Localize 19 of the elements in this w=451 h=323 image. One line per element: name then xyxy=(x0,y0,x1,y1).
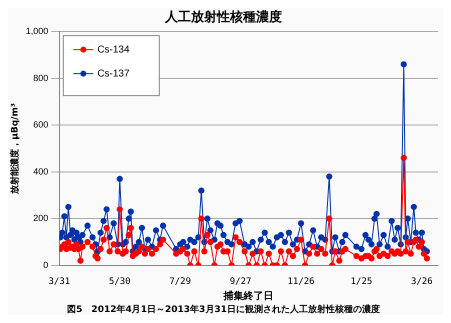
x-tick-label: 1/25 xyxy=(350,277,372,288)
y-axis-title: 放射能濃度，μBq/m³ xyxy=(10,103,21,195)
legend-label: Cs-137 xyxy=(97,68,130,80)
caption: 図5 2012年4月1日～2013年3月31日に観測された人工放射性核種の濃度 xyxy=(67,304,380,315)
y-tick-label: 400 xyxy=(33,166,48,176)
x-tick-label: 9/27 xyxy=(230,277,252,288)
x-tick-label: 11/26 xyxy=(287,277,315,288)
y-tick-label: 800 xyxy=(33,72,48,83)
y-tick-label: 600 xyxy=(33,120,48,130)
y-tick-label: 200 xyxy=(33,213,48,224)
x-tick-label: 3/26 xyxy=(411,277,433,288)
y-tick-label: 1,000 xyxy=(26,26,48,36)
x-tick-label: 7/29 xyxy=(169,277,192,288)
chart-title: 人工放射性核種濃度 xyxy=(164,9,282,26)
x-tick-label: 5/30 xyxy=(108,277,131,288)
legend-label: Cs-134 xyxy=(97,44,130,56)
y-tick-label: 0 xyxy=(43,260,48,270)
x-axis-title: 捕集終了日 xyxy=(222,290,274,302)
x-tick-label: 3/31 xyxy=(48,277,70,288)
